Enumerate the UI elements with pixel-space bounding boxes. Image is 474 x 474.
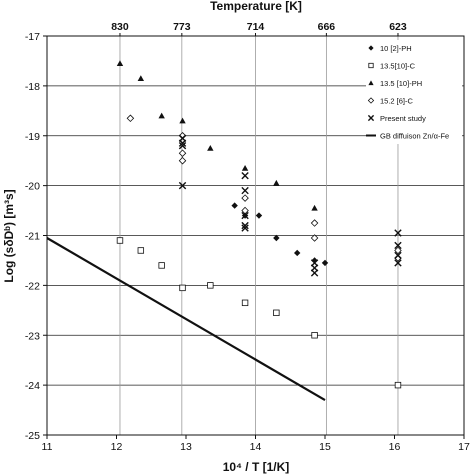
x-stroke [394, 241, 402, 250]
data-point-open-diamond [310, 234, 319, 242]
legend-label: 15.2 [6]-C [380, 97, 414, 106]
y-tick-label: -19 [25, 131, 40, 143]
x-tick-label: 17 [458, 441, 470, 453]
y-axis-title: Log (sδDᵇ) [m³s] [2, 189, 16, 282]
y-tick-label: -21 [25, 231, 40, 243]
data-point-filled-triangle [179, 117, 186, 124]
legend-label: Present study [380, 114, 426, 123]
data-point-filled-diamond [294, 249, 301, 257]
data-point-x [394, 251, 402, 260]
top-tick-label: 773 [173, 21, 191, 33]
axes: 11 12 13 14 15 16 17 -17 -18 -19 -20 -21 -22 -23 -24 -2… [25, 21, 470, 453]
legend-background [366, 40, 462, 144]
data-point-filled-diamond [231, 202, 238, 209]
legend-label: GB diffuison Zn/α-Fe [380, 132, 449, 141]
x-stroke [367, 114, 375, 122]
data-point-filled-triangle [207, 145, 214, 151]
legend-label: 13.5 [10]-PH [380, 79, 422, 88]
x-tick-label: 11 [42, 441, 53, 453]
data-point-open-square [116, 237, 124, 244]
data-point-open-diamond [394, 246, 402, 255]
x-stroke [178, 139, 187, 147]
gb-diffusion-line [46, 237, 326, 402]
legend-label: 10 [2]-PH [380, 44, 412, 53]
data-point-open-diamond [178, 149, 187, 157]
data-point-x [310, 269, 319, 277]
top-tick-label: 666 [318, 21, 336, 33]
x-stroke [394, 259, 402, 267]
y-tick-label: -17 [25, 31, 40, 43]
data-point-x [241, 211, 249, 220]
data-point-x [178, 181, 187, 190]
data-point-filled-triangle [241, 164, 249, 171]
y-tick-label: -18 [25, 81, 40, 93]
data-point-filled-triangle [273, 179, 280, 186]
data-point-x [394, 229, 402, 237]
x-stroke [241, 224, 249, 232]
data-point-open-square [311, 332, 318, 339]
legend: 10 [2]-PH 13.5[10]-C 13.5 [10]-PH 15.2 [6]-… [366, 40, 462, 144]
data-point-filled-diamond [273, 234, 280, 242]
top-axis-title: Temperature [K] [210, 0, 302, 13]
x-tick-label: 12 [111, 441, 123, 453]
data-point-filled-triangle [116, 60, 124, 66]
data-point-open-diamond [310, 219, 319, 227]
y-tick-label: -25 [25, 430, 40, 442]
data-point-filled-triangle [158, 112, 165, 119]
data-marks [46, 60, 402, 402]
data-point-open-square [394, 381, 402, 389]
data-point-filled-triangle [311, 204, 318, 211]
data-point-x [241, 171, 249, 180]
data-point-x [178, 139, 187, 147]
data-point-open-square [179, 284, 186, 292]
x-tick-label: 14 [250, 441, 262, 453]
top-tick-label: 714 [247, 21, 265, 33]
data-point-open-square [241, 299, 249, 307]
x-stroke [241, 171, 249, 180]
x-stroke [394, 251, 402, 260]
x-tick-label: 16 [389, 441, 401, 453]
top-tick-label: 830 [111, 21, 129, 33]
data-point-filled-triangle [368, 80, 374, 86]
data-point-open-square [207, 282, 214, 289]
data-point-x [241, 221, 249, 230]
y-tick-label: -24 [25, 380, 40, 392]
data-point-open-diamond [126, 114, 135, 123]
x-stroke [178, 142, 187, 150]
data-point-open-square [158, 262, 165, 269]
y-tick-label: -20 [25, 181, 40, 193]
data-point-filled-diamond [368, 45, 374, 51]
data-point-open-diamond [367, 97, 375, 104]
data-point-open-diamond [241, 206, 249, 215]
x-tick-label: 13 [180, 441, 192, 453]
x-stroke [241, 186, 249, 195]
top-tick-label: 623 [389, 21, 407, 33]
x-stroke [178, 181, 187, 190]
data-point-open-diamond [178, 156, 187, 165]
data-point-x [394, 241, 402, 250]
legend-label: 13.5[10]-C [380, 62, 416, 71]
data-point-filled-diamond [321, 259, 329, 267]
x-stroke [241, 221, 249, 230]
x-stroke [241, 211, 249, 220]
data-point-open-square [137, 247, 145, 254]
data-point-x [241, 224, 249, 232]
data-point-x [394, 259, 402, 267]
x-stroke [394, 229, 402, 237]
x-tick-label: 15 [319, 441, 331, 453]
data-point-open-diamond [241, 194, 249, 202]
y-tick-label: -22 [25, 280, 40, 292]
x-stroke [310, 269, 319, 277]
y-tick-label: -23 [25, 330, 40, 342]
x-axis-title: 10⁴ / T [1/K] [223, 460, 290, 474]
data-point-open-square [368, 62, 374, 69]
data-point-x [241, 186, 249, 195]
data-point-filled-diamond [255, 212, 263, 219]
data-point-x [367, 114, 375, 122]
data-point-filled-triangle [137, 75, 145, 81]
data-point-x [178, 142, 187, 150]
data-point-open-square [273, 309, 280, 317]
